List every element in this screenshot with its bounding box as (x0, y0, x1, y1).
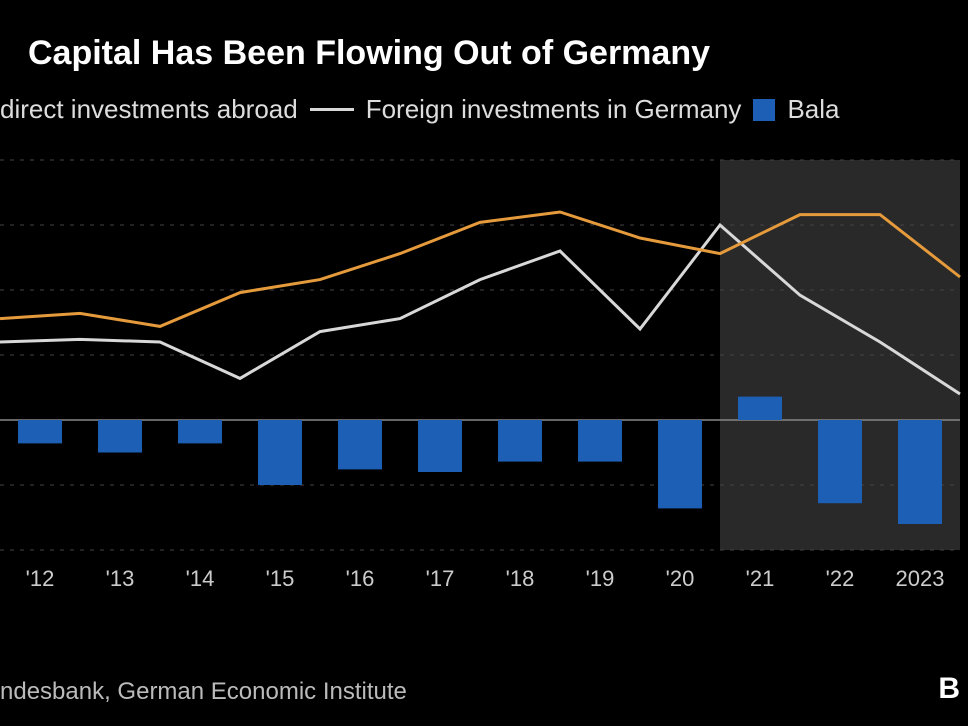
legend: direct investments abroad Foreign invest… (0, 94, 839, 125)
chart-area: '12 '13 '14 '15 '16 '17 '18 '19 '20 '21 '22 2023 (0, 150, 968, 600)
svg-text:'12: '12 (26, 566, 55, 591)
legend-germany-label: Foreign investments in Germany (366, 94, 742, 125)
svg-text:'13: '13 (106, 566, 135, 591)
chart-svg: '12 '13 '14 '15 '16 '17 '18 '19 '20 '21 '22 2023 (0, 150, 968, 600)
chart-title: Capital Has Been Flowing Out of Germany (28, 34, 710, 73)
svg-text:'17: '17 (426, 566, 455, 591)
svg-text:'22: '22 (826, 566, 855, 591)
svg-text:'19: '19 (586, 566, 615, 591)
svg-text:'18: '18 (506, 566, 535, 591)
svg-text:'21: '21 (746, 566, 775, 591)
svg-text:'16: '16 (346, 566, 375, 591)
brand-mark: B (938, 672, 960, 706)
svg-text:'15: '15 (266, 566, 295, 591)
svg-text:'14: '14 (186, 566, 215, 591)
svg-text:2023: 2023 (896, 566, 945, 591)
legend-balance-label: Bala (787, 94, 839, 125)
svg-text:'20: '20 (666, 566, 695, 591)
legend-square-balance (753, 99, 775, 121)
legend-line-germany (310, 108, 354, 111)
legend-abroad-label: direct investments abroad (0, 94, 298, 125)
source-text: ndesbank, German Economic Institute (0, 678, 407, 706)
